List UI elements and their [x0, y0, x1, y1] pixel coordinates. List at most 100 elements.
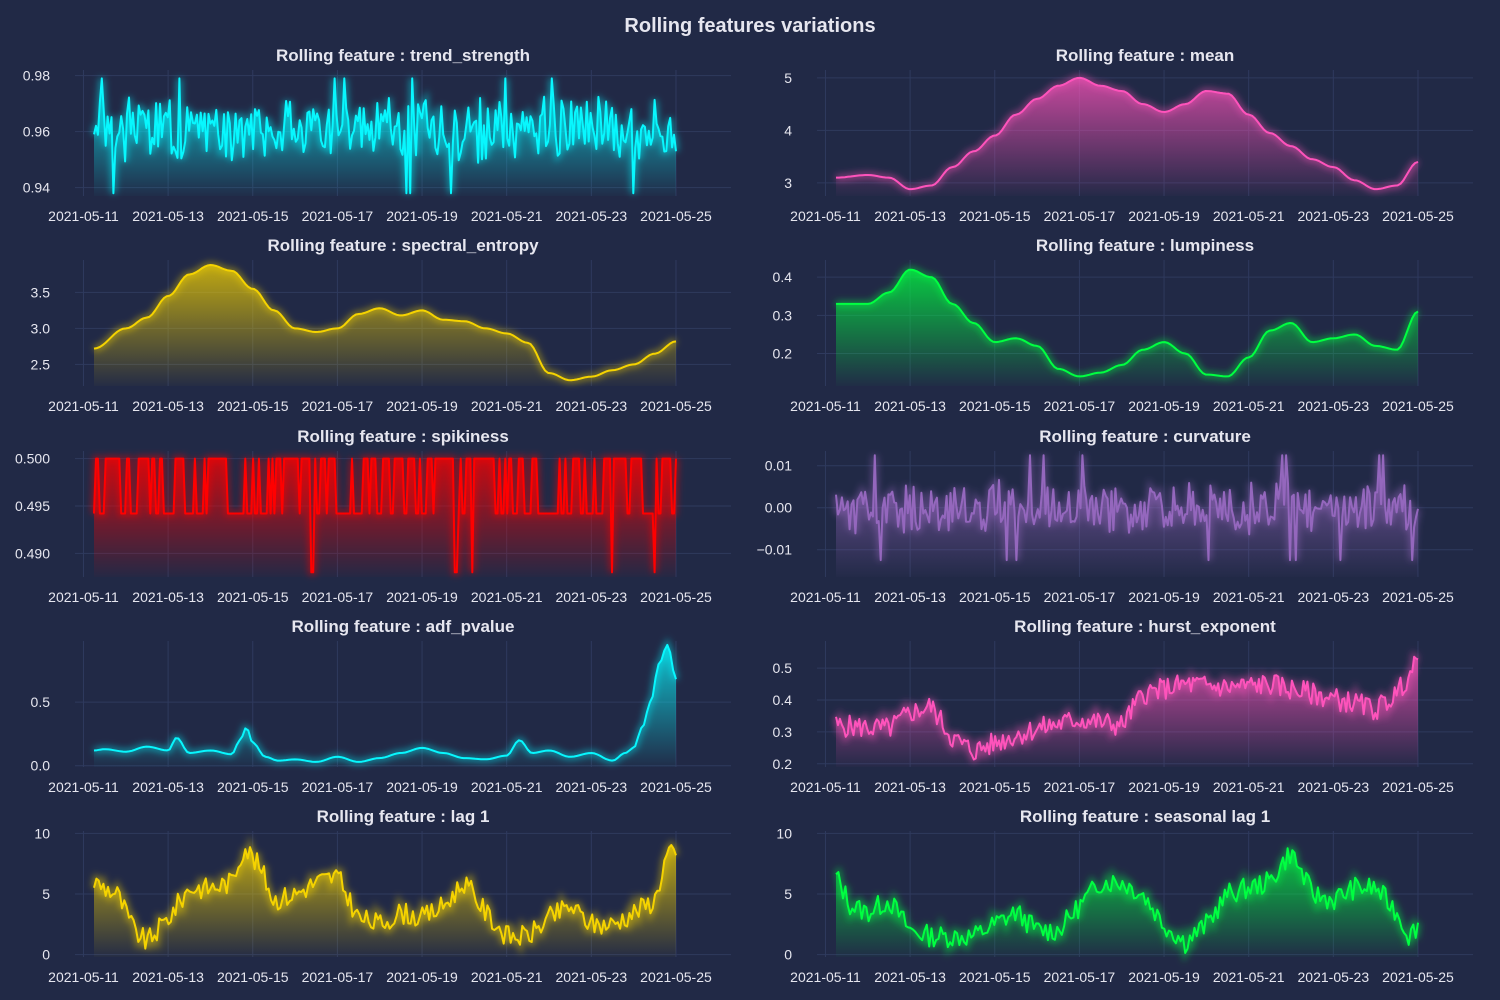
panel-title: Rolling feature : spikiness [297, 427, 509, 446]
x-tick-label: 2021-05-15 [959, 779, 1031, 795]
x-tick-label: 2021-05-21 [1213, 969, 1285, 985]
x-tick-label: 2021-05-21 [1213, 398, 1285, 414]
series-line [836, 268, 1419, 378]
x-tick-label: 2021-05-11 [790, 398, 861, 414]
x-tick-label: 2021-05-13 [874, 969, 946, 985]
panel-spikiness: 2021-05-11 2021-05-13 2021-05-15 2021-05-17… [15, 427, 731, 605]
x-tick-label: 2021-05-19 [1128, 779, 1200, 795]
y-tick-label: 0.2 [773, 346, 793, 362]
x-tick-label: 2021-05-19 [1128, 589, 1200, 605]
x-tick-label: 2021-05-17 [1044, 398, 1116, 414]
y-tick-label: 0.2 [773, 756, 793, 772]
series-line [93, 643, 677, 763]
panel-spectral_entropy: 2021-05-11 2021-05-13 2021-05-15 2021-05-17… [31, 236, 731, 414]
y-tick-label: 0.4 [773, 269, 793, 285]
x-tick-label: 2021-05-23 [1298, 779, 1370, 795]
x-tick-label: 2021-05-19 [1128, 208, 1200, 224]
x-tick-label: 2021-05-23 [556, 969, 628, 985]
panel-title: Rolling feature : spectral_entropy [267, 236, 539, 255]
x-tick-label: 2021-05-13 [132, 398, 204, 414]
panel-curvature: 2021-05-11 2021-05-13 2021-05-15 2021-05-17… [757, 427, 1473, 605]
panel-title: Rolling feature : mean [1056, 46, 1235, 65]
x-tick-label: 2021-05-17 [302, 779, 374, 795]
series-area [836, 848, 1418, 957]
y-tick-label: 0.3 [773, 724, 793, 740]
x-tick-label: 2021-05-15 [217, 398, 289, 414]
x-tick-label: 2021-05-21 [1213, 779, 1285, 795]
x-tick-label: 2021-05-11 [48, 779, 119, 795]
x-tick-label: 2021-05-13 [132, 969, 204, 985]
x-tick-label: 2021-05-15 [959, 398, 1031, 414]
y-tick-label: 3 [784, 175, 792, 191]
panel-adf_pvalue: 2021-05-11 2021-05-13 2021-05-15 2021-05-17… [31, 617, 731, 795]
x-tick-label: 2021-05-13 [132, 779, 204, 795]
x-tick-label: 2021-05-17 [1044, 969, 1116, 985]
x-tick-label: 2021-05-17 [302, 398, 374, 414]
x-tick-label: 2021-05-21 [1213, 589, 1285, 605]
x-tick-label: 2021-05-15 [217, 779, 289, 795]
series-line [93, 457, 677, 574]
panel-title: Rolling feature : hurst_exponent [1014, 617, 1276, 636]
panel-title: Rolling feature : lumpiness [1036, 236, 1254, 255]
y-tick-label: 0.98 [23, 68, 50, 84]
x-tick-label: 2021-05-19 [1128, 398, 1200, 414]
x-tick-label: 2021-05-19 [386, 589, 458, 605]
series-line [835, 655, 1419, 761]
series-line [835, 454, 1419, 562]
series-area [94, 644, 676, 767]
panel-lumpiness: 2021-05-11 2021-05-13 2021-05-15 2021-05-17… [773, 236, 1473, 414]
y-tick-label: 0.96 [23, 124, 50, 140]
x-tick-label: 2021-05-13 [132, 589, 204, 605]
y-tick-label: 0.5 [31, 694, 51, 710]
x-tick-label: 2021-05-11 [48, 969, 119, 985]
x-tick-label: 2021-05-25 [1382, 779, 1454, 795]
y-tick-label: 2.5 [31, 356, 51, 372]
panel-title: Rolling feature : seasonal lag 1 [1020, 807, 1270, 826]
x-tick-label: 2021-05-21 [471, 969, 543, 985]
x-tick-label: 2021-05-19 [386, 969, 458, 985]
series-area [836, 77, 1418, 196]
x-tick-label: 2021-05-21 [471, 398, 543, 414]
x-tick-label: 2021-05-19 [386, 779, 458, 795]
x-tick-label: 2021-05-23 [1298, 398, 1370, 414]
x-tick-label: 2021-05-15 [959, 208, 1031, 224]
y-tick-label: 0.01 [765, 458, 792, 474]
x-tick-label: 2021-05-11 [790, 779, 861, 795]
panel-hurst_exponent: 2021-05-11 2021-05-13 2021-05-15 2021-05-17… [773, 617, 1473, 795]
x-tick-label: 2021-05-21 [471, 208, 543, 224]
x-tick-label: 2021-05-19 [386, 208, 458, 224]
x-tick-label: 2021-05-25 [640, 208, 712, 224]
y-tick-label: 10 [34, 825, 50, 841]
panel-seasonal_lag1: 2021-05-11 2021-05-13 2021-05-15 2021-05-17… [776, 807, 1473, 985]
series-area [94, 265, 676, 386]
y-tick-label: 5 [784, 886, 792, 902]
panel-title: Rolling feature : trend_strength [276, 46, 530, 65]
x-tick-label: 2021-05-25 [1382, 969, 1454, 985]
y-tick-label: 0.5 [773, 660, 793, 676]
x-tick-label: 2021-05-23 [556, 398, 628, 414]
x-tick-label: 2021-05-11 [790, 969, 861, 985]
y-tick-label: 0 [784, 947, 792, 963]
x-tick-label: 2021-05-17 [1044, 589, 1116, 605]
x-tick-label: 2021-05-23 [556, 589, 628, 605]
x-tick-label: 2021-05-11 [48, 208, 119, 224]
y-tick-label: 5 [784, 70, 792, 86]
x-tick-label: 2021-05-15 [959, 969, 1031, 985]
x-tick-label: 2021-05-25 [640, 398, 712, 414]
y-tick-label: 0 [42, 947, 50, 963]
x-tick-label: 2021-05-11 [790, 208, 861, 224]
x-tick-label: 2021-05-25 [640, 779, 712, 795]
y-tick-label: 0.3 [773, 307, 793, 323]
y-tick-label: 0.00 [765, 500, 792, 516]
x-tick-label: 2021-05-15 [217, 589, 289, 605]
x-tick-label: 2021-05-15 [217, 208, 289, 224]
x-tick-label: 2021-05-17 [302, 208, 374, 224]
panel-trend_strength: 2021-05-11 2021-05-13 2021-05-15 2021-05-17… [23, 46, 731, 224]
x-tick-label: 2021-05-13 [874, 208, 946, 224]
x-tick-label: 2021-05-21 [471, 779, 543, 795]
x-tick-label: 2021-05-19 [386, 398, 458, 414]
series-line [93, 264, 677, 382]
x-tick-label: 2021-05-11 [48, 398, 119, 414]
x-tick-label: 2021-05-19 [1128, 969, 1200, 985]
